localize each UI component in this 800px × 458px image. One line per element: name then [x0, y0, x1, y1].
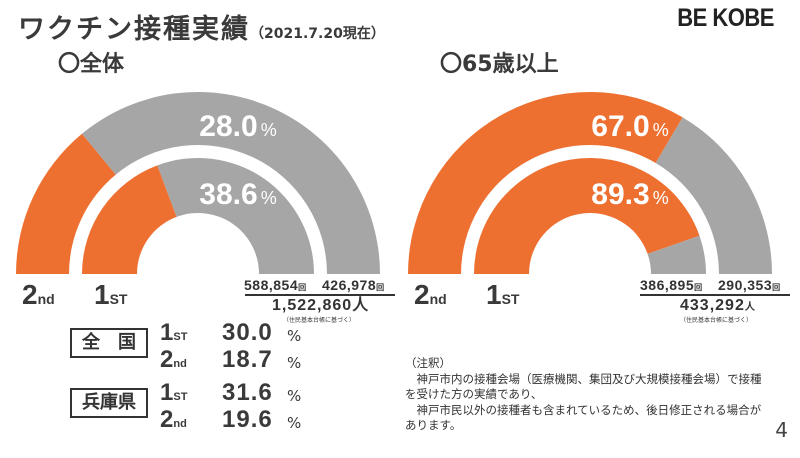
arc-vaccinated-1ST-chart1: [82, 165, 177, 274]
dose-label-1st-all: 1ST: [94, 279, 128, 310]
arc-remaining-1ST-chart2: [647, 235, 706, 274]
count-value: 426,978: [322, 277, 377, 293]
count-value: 588,854: [244, 277, 299, 293]
row-label: 1ST: [160, 380, 187, 410]
population-value: 433,292: [680, 297, 745, 314]
page-number: 4: [775, 418, 788, 442]
pct-label-2nd-chart2: 67.0%: [591, 110, 668, 143]
population-65plus: 433,292人: [680, 297, 756, 317]
row-label: 1ST: [160, 320, 187, 350]
page-title: ワクチン接種実績（2021.7.20現在）: [18, 14, 385, 50]
dose-suffix: nd: [173, 358, 187, 370]
population-value: 1,522,860: [272, 297, 353, 314]
national-2nd-value: 18.7: [222, 346, 273, 373]
arc-remaining-2nd-chart1: [81, 92, 380, 274]
count-value: 386,895: [640, 277, 695, 293]
hyogo-2nd-value: 19.6: [222, 406, 273, 433]
be-kobe-logo: BE KOBE: [677, 3, 774, 32]
pct-label-2nd-chart1: 28.0%: [199, 110, 276, 143]
title-text: ワクチン接種実績: [18, 14, 250, 45]
arc-vaccinated-2nd-chart1: [16, 133, 116, 274]
pct-label-1ST-chart2: 89.3%: [591, 178, 668, 211]
count-unit: 回: [772, 283, 781, 292]
population-unit: 人: [744, 302, 756, 313]
dose-suffix: ST: [173, 331, 188, 343]
dose-label-1st-65plus: 1ST: [486, 279, 520, 310]
dose-number: 2: [160, 346, 174, 373]
dose-number: 1: [160, 379, 174, 406]
count-unit: 回: [694, 283, 703, 292]
as-of-date: （2021.7.20現在）: [250, 26, 385, 42]
arc-vaccinated-1ST-chart2: [474, 158, 700, 274]
dose-label-2nd-all: 2nd: [22, 279, 55, 310]
dose-number: 1: [160, 319, 174, 346]
row-label: 2nd: [160, 407, 187, 437]
count-value: 290,353: [718, 277, 773, 293]
divider: [245, 294, 395, 296]
arc-remaining-1ST-chart1: [157, 158, 314, 274]
population-all: 1,522,860人: [272, 297, 369, 315]
section-title-65plus: 〇65歳以上: [440, 52, 559, 77]
arc-remaining-2nd-chart2: [655, 117, 772, 275]
count-1st-65plus: 386,895回: [640, 277, 703, 296]
pct-unit: %: [287, 327, 302, 345]
dose-number: 2: [160, 406, 174, 433]
population-unit: 人: [352, 297, 370, 314]
national-1st-value: 30.0: [222, 319, 273, 346]
row-label: 2nd: [160, 347, 187, 377]
pct-label-1ST-chart1: 38.6%: [199, 178, 276, 211]
annotation-line: 神戸市民以外の接種者も含まれているため、後日修正される場合があります。: [405, 402, 762, 433]
pct-unit: %: [287, 387, 302, 405]
dose-suffix: ST: [173, 391, 188, 403]
dose-suffix: nd: [173, 418, 187, 430]
region-box-national: 全 国: [70, 328, 148, 358]
hyogo-1st-value: 31.6: [222, 379, 273, 406]
annotation-heading: （注釈）: [405, 356, 451, 370]
count-2nd-65plus: 290,353回: [718, 277, 781, 296]
pct-unit: %: [287, 354, 302, 372]
pct-unit: %: [287, 414, 302, 432]
count-unit: 回: [376, 283, 385, 292]
arc-vaccinated-2nd-chart2: [408, 92, 683, 274]
region-box-hyogo: 兵庫県: [70, 388, 148, 418]
annotation: （注釈） 神戸市内の接種会場（医療機関、集団及び大規模接種会場）で接種を受けた方…: [405, 356, 767, 434]
dose-label-2nd-65plus: 2nd: [414, 279, 447, 310]
count-unit: 回: [298, 283, 307, 292]
population-note: （住民基本台帳に基づく）: [283, 317, 356, 324]
count-1st-all: 588,854回: [244, 277, 307, 296]
section-title-all: 〇全体: [58, 52, 125, 77]
annotation-line: 神戸市内の接種会場（医療機関、集団及び大規模接種会場）で接種を受けた方の実績であ…: [405, 371, 762, 402]
count-2nd-all: 426,978回: [322, 277, 385, 296]
divider: [640, 294, 790, 296]
population-note: （住民基本台帳に基づく）: [680, 317, 753, 324]
